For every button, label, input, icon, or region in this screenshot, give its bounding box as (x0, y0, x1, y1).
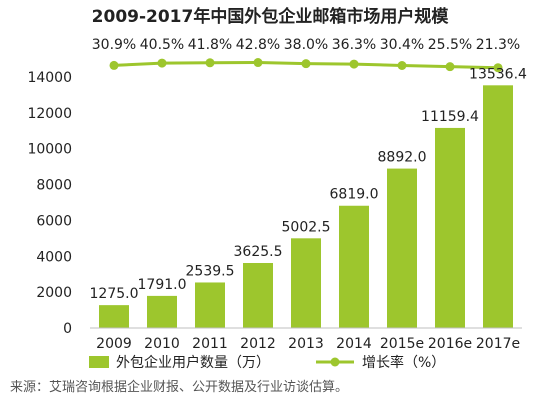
x-tick-label: 2011 (192, 336, 228, 352)
x-tick-label: 2016e (428, 336, 472, 352)
growth-rate-label: 25.5% (428, 37, 472, 53)
bar-value-label: 13536.4 (469, 66, 527, 82)
growth-rate-marker (205, 58, 215, 68)
growth-rate-label: 30.4% (380, 37, 424, 53)
legend-line-label: 增长率（%） (362, 354, 445, 371)
growth-rate-marker (253, 58, 263, 68)
y-tick-label: 8000 (36, 178, 72, 194)
bar (339, 205, 369, 328)
y-tick-label: 14000 (27, 70, 72, 86)
growth-rate-labels: 30.9% 40.5% 41.8% 42.8% 38.0% 36.3% 30.4% 25.5%… (92, 37, 520, 53)
bar (435, 127, 465, 328)
bar (243, 262, 273, 328)
bar (291, 238, 321, 328)
legend-line-marker (330, 357, 340, 367)
x-tick-label: 2009 (96, 336, 132, 352)
bar (195, 282, 225, 328)
growth-rate-line (109, 58, 503, 73)
growth-rate-marker (157, 58, 167, 68)
bar-value-label: 8892.0 (378, 150, 427, 166)
bar (147, 295, 177, 328)
y-tick-label: 2000 (36, 285, 72, 301)
y-tick-label: 4000 (36, 249, 72, 265)
x-tick-label: 2013 (288, 336, 324, 352)
bar (387, 168, 417, 328)
x-tick-label: 2015e (380, 336, 424, 352)
bar (99, 305, 129, 328)
x-tick-label: 2010 (144, 336, 180, 352)
growth-rate-label: 40.5% (140, 37, 184, 53)
growth-rate-label: 21.3% (476, 37, 520, 53)
bar-value-label: 1791.0 (138, 277, 187, 293)
y-tick-label: 6000 (36, 213, 72, 229)
growth-rate-marker (493, 63, 503, 73)
y-tick-label: 10000 (27, 142, 72, 158)
growth-rate-marker (301, 59, 311, 69)
chart-title: 2009-2017年中国外包企业邮箱市场用户规模 (92, 6, 450, 27)
y-tick-label: 12000 (27, 106, 72, 122)
legend-bar-swatch (89, 356, 109, 368)
growth-rate-marker (445, 62, 455, 72)
x-tick-label: 2012 (240, 336, 276, 352)
x-tick-label: 2017e (476, 336, 520, 352)
bar-value-label: 11159.4 (421, 109, 479, 125)
source-note: 来源：艾瑞咨询根据企业财报、公开数据及行业访谈估算。 (10, 379, 348, 395)
bar-value-label: 3625.5 (234, 244, 283, 260)
growth-rate-label: 38.0% (284, 37, 328, 53)
legend: 外包企业用户数量（万） 增长率（%） (89, 354, 445, 371)
growth-rate-label: 41.8% (188, 37, 232, 53)
bar-value-label: 1275.0 (90, 286, 139, 302)
bar-value-label: 5002.5 (282, 219, 331, 235)
bar (483, 85, 513, 329)
growth-rate-marker (349, 59, 359, 69)
bar-value-label: 2539.5 (186, 263, 235, 279)
x-tick-label: 2014 (336, 336, 372, 352)
legend-bar-label: 外包企业用户数量（万） (116, 354, 270, 371)
growth-rate-label: 30.9% (92, 37, 136, 53)
y-axis: 0 2000 4000 6000 8000 10000 12000 14000 (27, 70, 72, 337)
y-tick-label: 0 (63, 321, 72, 337)
growth-rate-label: 36.3% (332, 37, 376, 53)
bar-value-label: 6819.0 (330, 187, 379, 203)
x-axis: 2009 2010 2011 2012 2013 2014 2015e 2016e 2017e (90, 327, 522, 352)
growth-rate-marker (397, 61, 407, 71)
growth-rate-label: 42.8% (236, 37, 280, 53)
growth-rate-marker (109, 60, 119, 70)
